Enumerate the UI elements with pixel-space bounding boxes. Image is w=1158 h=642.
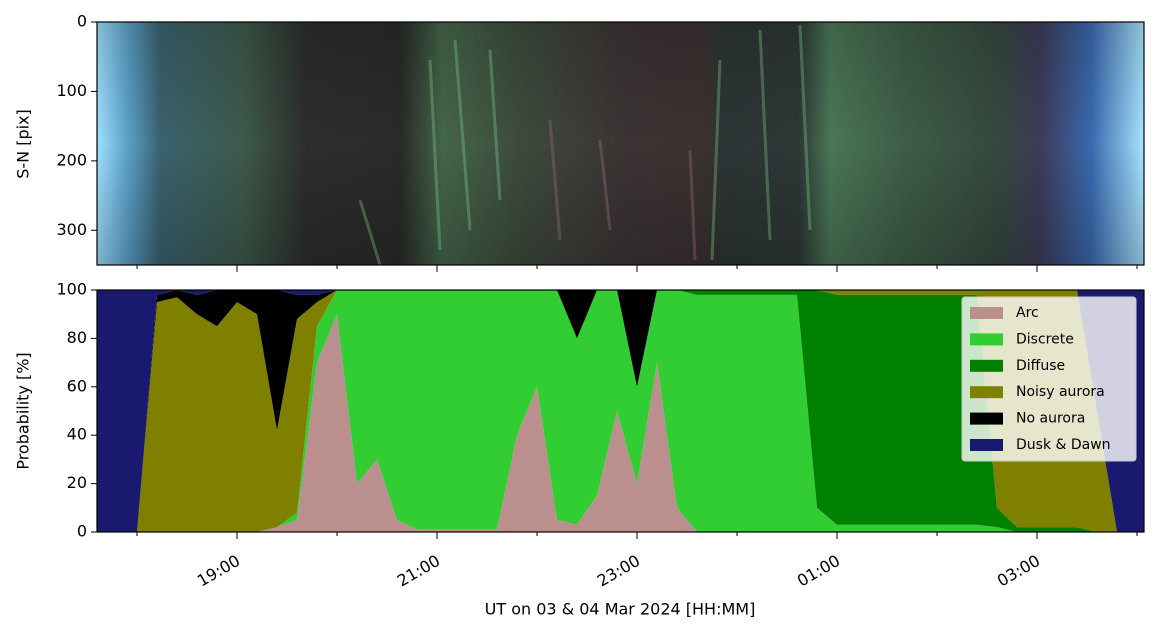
bottom-axes-frame bbox=[96, 289, 1145, 533]
area-1 bbox=[97, 290, 1144, 532]
y-tick-label: 0 bbox=[77, 522, 87, 541]
legend-label: Dusk & Dawn bbox=[1016, 437, 1111, 453]
legend-swatch bbox=[970, 386, 1003, 399]
legend-label: No aurora bbox=[1016, 411, 1085, 427]
y-tick-label: 100 bbox=[56, 81, 87, 100]
top-axes-frame bbox=[96, 21, 1145, 266]
legend-label: Diffuse bbox=[1016, 358, 1065, 374]
legend-swatch bbox=[970, 359, 1003, 372]
x-tick-label: 19:00 bbox=[194, 551, 243, 591]
x-tick-label: 23:00 bbox=[594, 551, 643, 591]
legend-label: Arc bbox=[1016, 305, 1039, 321]
legend-label: Discrete bbox=[1016, 331, 1074, 347]
y-tick-label: 20 bbox=[67, 473, 87, 492]
area-2 bbox=[97, 290, 1144, 532]
x-tick-label: 03:00 bbox=[994, 551, 1043, 591]
legend-swatch bbox=[970, 439, 1003, 451]
area-4 bbox=[97, 290, 1144, 532]
legend-box bbox=[961, 296, 1137, 462]
x-tick-label: 21:00 bbox=[394, 551, 443, 591]
area-0 bbox=[97, 314, 1144, 532]
y-tick-label: 100 bbox=[56, 280, 87, 299]
y-tick-label: 0 bbox=[77, 12, 87, 31]
y-tick-label: 300 bbox=[56, 220, 87, 239]
y-tick-label: 40 bbox=[67, 425, 87, 444]
x-tick-label: 01:00 bbox=[794, 551, 843, 591]
y-axis-label: Probability [%] bbox=[14, 352, 33, 469]
legend-swatch bbox=[970, 412, 1003, 425]
legend-swatch bbox=[970, 307, 1003, 319]
y-axis-label: S-N [pix] bbox=[14, 109, 33, 179]
keogram-image bbox=[97, 22, 1144, 266]
y-tick-label: 200 bbox=[56, 150, 87, 169]
x-axis-label: UT on 03 & 04 Mar 2024 [HH:MM] bbox=[485, 600, 756, 619]
y-tick-label: 80 bbox=[67, 328, 87, 347]
y-tick-label: 60 bbox=[67, 376, 87, 395]
legend-swatch bbox=[970, 333, 1003, 346]
legend-label: Noisy aurora bbox=[1016, 384, 1105, 400]
